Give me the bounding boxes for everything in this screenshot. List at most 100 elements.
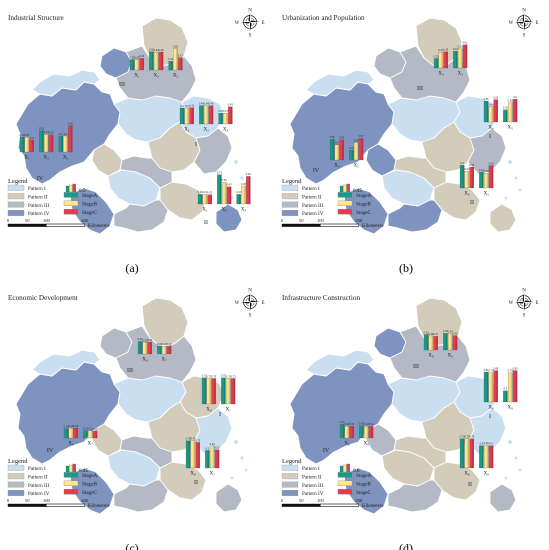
bar-stage-1: [24, 137, 30, 153]
bar-shade: [151, 51, 154, 70]
bar-stage-0: [503, 390, 508, 403]
scale-segment: [46, 223, 86, 227]
bar-value-label: 0.54: [222, 178, 228, 182]
indicator-label: X₉: [448, 354, 454, 359]
compass-e: E: [261, 301, 264, 306]
legend-pattern-label: Pattern II: [28, 474, 48, 480]
compass-s: S: [523, 314, 526, 319]
scale-segment: [282, 504, 321, 507]
bar-value-label: 0.46: [208, 101, 214, 105]
bar-stage-0: [423, 334, 429, 351]
bar-stage-2: [211, 378, 216, 405]
indicator-label: X₁: [184, 128, 190, 133]
legend-stage-swatch: [63, 192, 79, 198]
bar-value-label: 0.46: [354, 138, 360, 142]
map-region: [393, 155, 447, 189]
bar-shade: [71, 428, 73, 438]
bar-value-label: 0.55: [330, 135, 336, 139]
indicator-bars: 0.55 0.40.53 X₄: [330, 135, 345, 169]
indicator-bars: 0.78 0.780.73 X₆: [186, 437, 201, 477]
indicator-label: X₆: [206, 408, 212, 413]
indicator-label: X₄: [334, 164, 340, 169]
bar-stage-0: [168, 61, 173, 71]
bar-stage-2: [488, 165, 494, 189]
bar-stage-1: [153, 52, 159, 71]
bar-shade: [150, 342, 152, 354]
bar-value-label: 0.73: [217, 171, 223, 175]
bar-value-label: 0.44: [44, 130, 50, 134]
bar-group-III: 0.26 0.26 0.29 X₁ 0.46 0.44 0.45 X₂ 0.22 0.53 0.31…: [130, 45, 184, 79]
bar-value-label: 0.73: [226, 374, 232, 378]
legend-sample-bar: [339, 185, 344, 193]
bar-value-label: 0.55: [484, 97, 490, 101]
indicator-label: X₈: [428, 354, 434, 359]
compass-e: E: [535, 301, 538, 306]
indicator-bars: 0.26 0.28 0.28 X₆: [64, 424, 79, 447]
map-region: [119, 435, 173, 469]
legend-stage-label: StageA: [356, 473, 372, 479]
map-region: [215, 483, 243, 513]
bar-value-label: 0.78: [186, 437, 192, 441]
panel-title: Industrial Structure: [8, 14, 64, 22]
bar-value-label: 0.31: [178, 53, 184, 57]
bar-stage-2: [368, 426, 374, 439]
bar-shade: [510, 372, 513, 402]
pattern-group-label: III: [119, 82, 125, 88]
compass-s: S: [249, 34, 252, 39]
indicator-bars: 0.23 0.22 0.22 X₇: [157, 342, 172, 363]
indicator-bars: 0.46 0.44 0.45 X₂: [149, 47, 164, 78]
compass-icon: N S W E: [509, 289, 539, 319]
bar-value-label: 0.2: [93, 427, 97, 431]
indicator-label: X₂: [44, 156, 50, 161]
bar-value-label: 0.75: [202, 374, 208, 378]
bar-value-label: 0.21: [88, 426, 94, 430]
bar-shade: [221, 113, 223, 124]
indicator-bars: 0.27 0.27 0.43 X₃: [218, 103, 233, 133]
bar-value-label: 0.44: [464, 167, 470, 171]
bar-stage-2: [208, 105, 214, 125]
bar-shade: [481, 172, 484, 188]
bar-stage-2: [207, 194, 212, 205]
pattern-group-label: II: [470, 200, 474, 206]
indicator-label: X₄: [438, 72, 444, 77]
compass-e: E: [261, 21, 264, 26]
bar-shade: [156, 52, 159, 70]
indicator-label: X₅: [354, 164, 360, 169]
map-island: [513, 175, 518, 180]
bar-stage-0: [479, 171, 484, 189]
legend-pattern-swatch: [7, 184, 25, 191]
bar-stage-1: [68, 428, 74, 439]
scale-tick: 100: [43, 498, 51, 503]
bar-value-label: 0.4: [489, 103, 493, 107]
bar-stage-0: [58, 135, 63, 153]
map-region: [489, 203, 517, 233]
bar-stage-1: [87, 430, 93, 439]
legend-title: Legend: [282, 458, 302, 465]
map-region: [119, 155, 173, 189]
bar-shade: [192, 107, 194, 124]
map-island: [518, 188, 522, 192]
bar-shade: [46, 134, 49, 152]
compass-e: E: [535, 21, 538, 26]
compass-s: S: [523, 34, 526, 39]
legend-pattern-label: Pattern III: [28, 203, 49, 209]
indicator-bars: 0.26 0.460.57 X₅: [349, 134, 364, 168]
bar-shade: [201, 105, 204, 124]
indicator-bars: 0.75 0.73 0.73 X₆: [202, 374, 217, 413]
bar-value-label: 0.21: [83, 426, 89, 430]
indicator-bars: 0.55 0.40.59 X₄: [484, 95, 499, 130]
bar-stage-1: [223, 113, 228, 125]
indicator-label: X₂: [222, 208, 228, 213]
bar-stage-2: [358, 138, 364, 161]
bar-stage-2: [92, 430, 98, 439]
bar-value-label: 0.69: [246, 172, 252, 176]
bar-stage-1: [507, 102, 513, 123]
bar-value-label: 0.73: [206, 374, 212, 378]
bar-value-label: 0.32: [344, 422, 350, 426]
bar-shade: [217, 449, 220, 468]
bar-value-label: 0.53: [173, 45, 179, 49]
bar-stage-0: [483, 100, 489, 123]
bar-group-III: 0.36 0.33 0.34 X₆ 0.23 0.22 0.22 X₇: [138, 337, 173, 362]
bar-stage-2: [214, 449, 220, 469]
bar-shade: [180, 57, 183, 70]
